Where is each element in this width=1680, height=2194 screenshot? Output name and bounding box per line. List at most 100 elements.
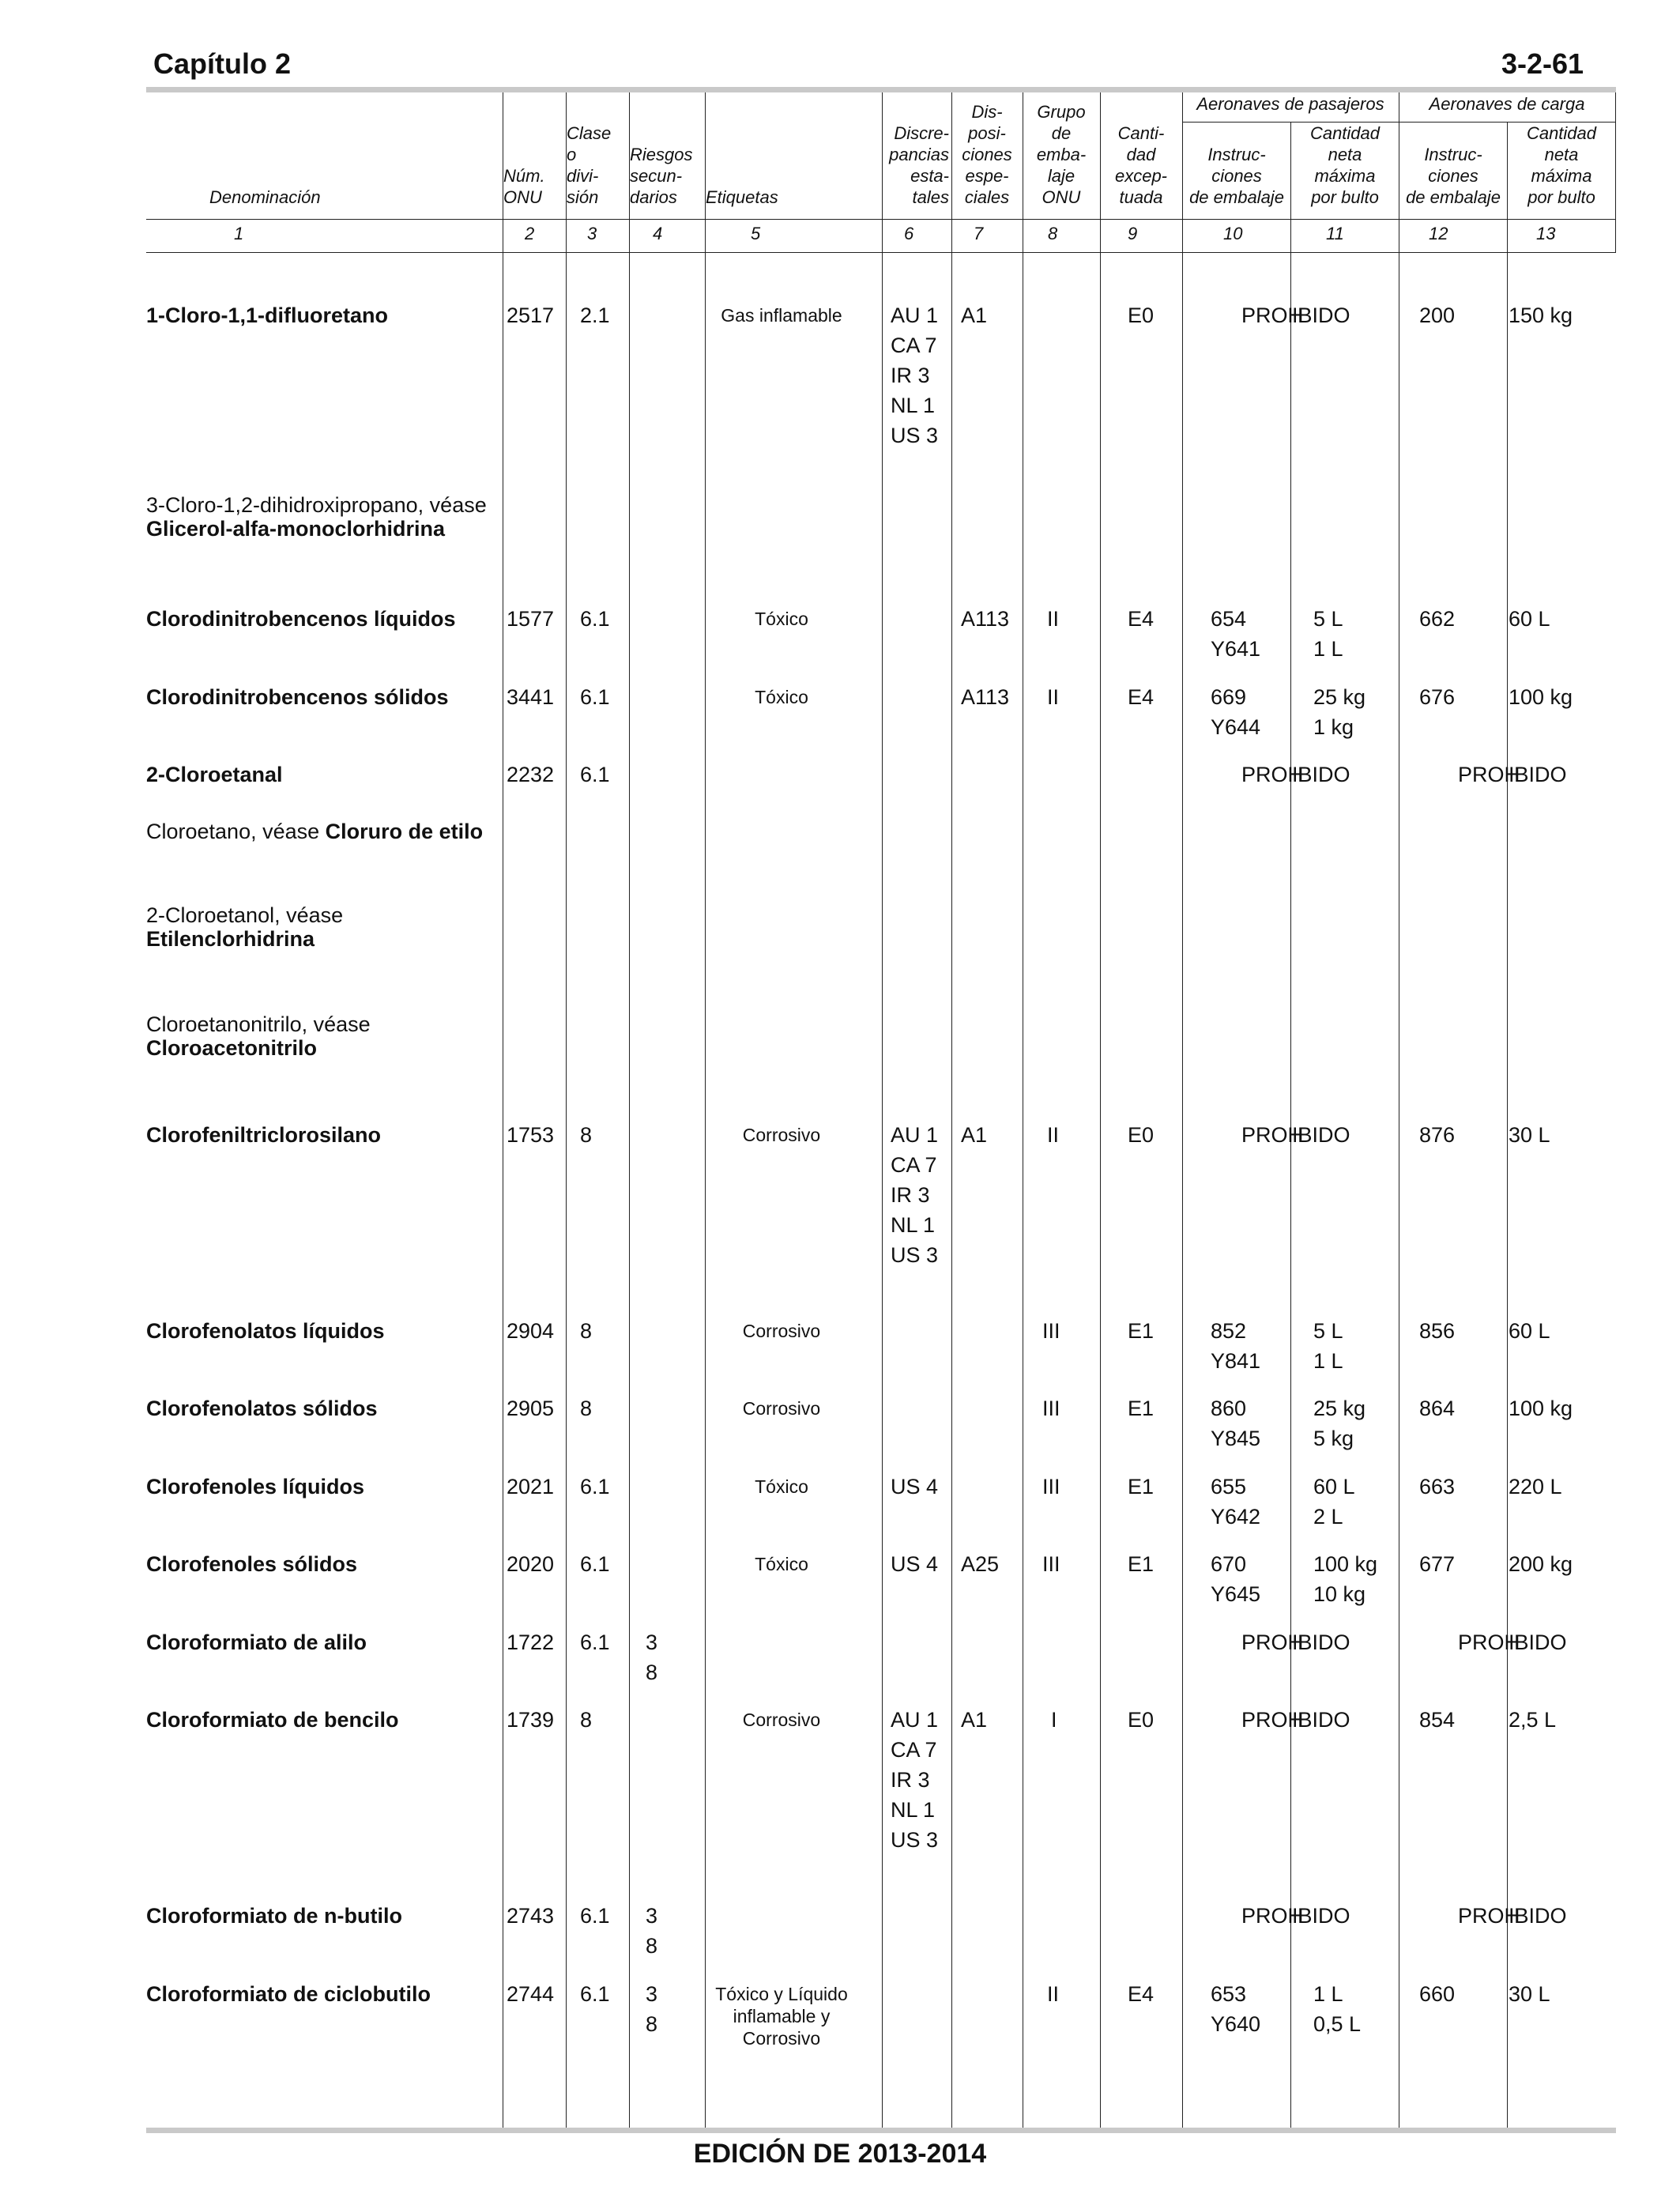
column-header-11: Cantidad neta máxima por bulto: [1309, 123, 1381, 207]
cargo-packing-instruction: 663: [1419, 1475, 1456, 1498]
un-number: 1722: [507, 1630, 555, 1654]
excepted-quantity: E4: [1128, 607, 1155, 631]
column-divider: [1507, 122, 1508, 2128]
un-number: 2744: [507, 1982, 555, 2006]
chapter-title: Capítulo 2: [153, 47, 292, 80]
class-division: 6.1: [580, 1552, 610, 1576]
subsidiary-risk: 8: [646, 2012, 658, 2036]
hazard-label: Tóxico: [755, 1476, 808, 1497]
passenger-packing-instruction: Y640: [1211, 2012, 1261, 2036]
column-header-1: Denominación: [209, 187, 321, 207]
column-number: 1: [234, 224, 244, 243]
state-variation: US 3: [891, 1828, 939, 1852]
state-variation: US 3: [891, 424, 939, 447]
column-number: 11: [1326, 224, 1344, 243]
passenger-prohibited-left: PROH: [1241, 303, 1304, 327]
column-divider: [1182, 92, 1183, 2128]
hazard-label: Gas inflamable: [721, 305, 842, 326]
reference-target: Cloruro de etilo: [325, 820, 484, 843]
hazard-label: Corrosivo: [742, 1398, 821, 1419]
class-division: 6.1: [580, 685, 610, 709]
column-number: 5: [751, 224, 761, 243]
passenger-packing-instruction: 670: [1211, 1552, 1247, 1576]
substance-name: Clorodinitrobencenos sólidos: [146, 685, 449, 709]
column-divider: [1615, 92, 1616, 252]
cargo-packing-instruction: 662: [1419, 607, 1456, 631]
bottom-rule: [146, 2128, 1616, 2133]
header-rule: [146, 219, 1616, 220]
cargo-max-quantity: 100 kg: [1509, 1397, 1573, 1420]
special-provision: A1: [961, 1123, 988, 1147]
column-number: 9: [1128, 224, 1138, 243]
special-provision: A25: [961, 1552, 1000, 1576]
reference-text: 3-Cloro-1,2-dihidroxipropano, véase: [146, 493, 487, 517]
packing-group: II: [1047, 1123, 1060, 1147]
hazard-label: Tóxico y Líquido inflamable y Corrosivo: [715, 1984, 848, 2049]
state-variation: US 4: [891, 1475, 939, 1498]
passenger-packing-instruction: 669: [1211, 685, 1247, 709]
passenger-max-quantity: 10 kg: [1313, 1582, 1366, 1606]
column-divider: [1290, 122, 1291, 2128]
state-variation: AU 1: [891, 1123, 939, 1147]
special-provision: A1: [961, 303, 988, 327]
hazard-label: Corrosivo: [742, 1125, 821, 1145]
cargo-packing-instruction: 200: [1419, 303, 1456, 327]
cargo-prohibited-right: IBIDO: [1509, 1630, 1567, 1654]
excepted-quantity: E0: [1128, 303, 1155, 327]
passenger-prohibited-left: PROH: [1241, 763, 1304, 786]
state-variation: NL 1: [891, 1798, 936, 1822]
passenger-max-quantity: 1 L: [1313, 637, 1343, 661]
un-number: 2904: [507, 1319, 555, 1343]
hazard-label: Corrosivo: [742, 1321, 821, 1341]
hazard-label: Tóxico: [755, 1554, 808, 1574]
cargo-max-quantity: 30 L: [1509, 1982, 1550, 2006]
column-header-8: Grupo de emba- laje ONU: [1036, 102, 1087, 207]
substance-name: Cloroformiato de n-butilo: [146, 1904, 402, 1928]
passenger-packing-instruction: Y845: [1211, 1427, 1261, 1450]
column-divider: [951, 92, 952, 2128]
cargo-packing-instruction: 660: [1419, 1982, 1456, 2006]
passenger-packing-instruction: 860: [1211, 1397, 1247, 1420]
cargo-packing-instruction: 864: [1419, 1397, 1456, 1420]
substance-name: Clorofenolatos líquidos: [146, 1319, 385, 1343]
hazard-label: Corrosivo: [742, 1710, 821, 1730]
column-divider: [629, 92, 630, 2128]
state-variation: IR 3: [891, 1183, 930, 1207]
excepted-quantity: E1: [1128, 1552, 1155, 1576]
substance-name: Clorodinitrobencenos líquidos: [146, 607, 456, 631]
substance-name: Cloroformiato de ciclobutilo: [146, 1982, 431, 2006]
cargo-prohibited-left: PROH: [1458, 1904, 1520, 1928]
column-number: 3: [587, 224, 597, 243]
class-division: 8: [580, 1123, 593, 1147]
cargo-packing-instruction: 854: [1419, 1708, 1456, 1732]
passenger-max-quantity: 100 kg: [1313, 1552, 1378, 1576]
column-header-5: Etiquetas: [706, 187, 778, 207]
passenger-max-quantity: 60 L: [1313, 1475, 1355, 1498]
un-number: 1739: [507, 1708, 555, 1732]
passenger-prohibited-left: PROH: [1241, 1708, 1304, 1732]
passenger-packing-instruction: Y641: [1211, 637, 1261, 661]
passenger-max-quantity: 1 L: [1313, 1349, 1343, 1373]
un-number: 1753: [507, 1123, 555, 1147]
packing-group: III: [1042, 1552, 1060, 1576]
reference-target: Glicerol-alfa-monoclorhidrina: [146, 517, 446, 541]
excepted-quantity: E4: [1128, 1982, 1155, 2006]
excepted-quantity: E4: [1128, 685, 1155, 709]
un-number: 2905: [507, 1397, 555, 1420]
cargo-prohibited-right: IBIDO: [1509, 763, 1567, 786]
hazard-label: Tóxico: [755, 687, 808, 707]
substance-name: Clorofenolatos sólidos: [146, 1397, 378, 1420]
packing-group: III: [1042, 1397, 1060, 1420]
class-division: 8: [580, 1397, 593, 1420]
subsidiary-risk: 3: [646, 1904, 658, 1928]
class-division: 6.1: [580, 1475, 610, 1498]
page-number: 3-2-61: [1501, 47, 1584, 80]
passenger-packing-instruction: Y642: [1211, 1505, 1261, 1529]
packing-group: II: [1047, 1982, 1060, 2006]
passenger-packing-instruction: 654: [1211, 607, 1247, 631]
passenger-packing-instruction: Y645: [1211, 1582, 1261, 1606]
state-variation: AU 1: [891, 1708, 939, 1732]
class-division: 8: [580, 1708, 593, 1732]
excepted-quantity: E1: [1128, 1319, 1155, 1343]
un-number: 1577: [507, 607, 555, 631]
